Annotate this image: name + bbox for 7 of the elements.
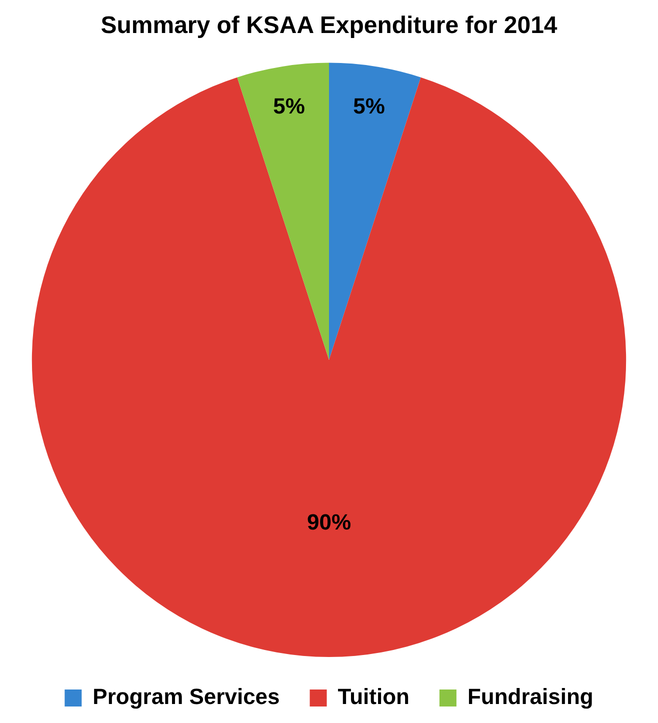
- legend-label: Fundraising: [467, 684, 594, 710]
- legend-label: Program Services: [92, 684, 280, 710]
- data-label: 90%: [306, 509, 352, 534]
- data-label: 5%: [273, 94, 305, 119]
- data-label: 5%: [353, 94, 385, 119]
- legend-label: Tuition: [338, 684, 410, 710]
- chart-title: Summary of KSAA Expenditure for 2014: [100, 12, 558, 40]
